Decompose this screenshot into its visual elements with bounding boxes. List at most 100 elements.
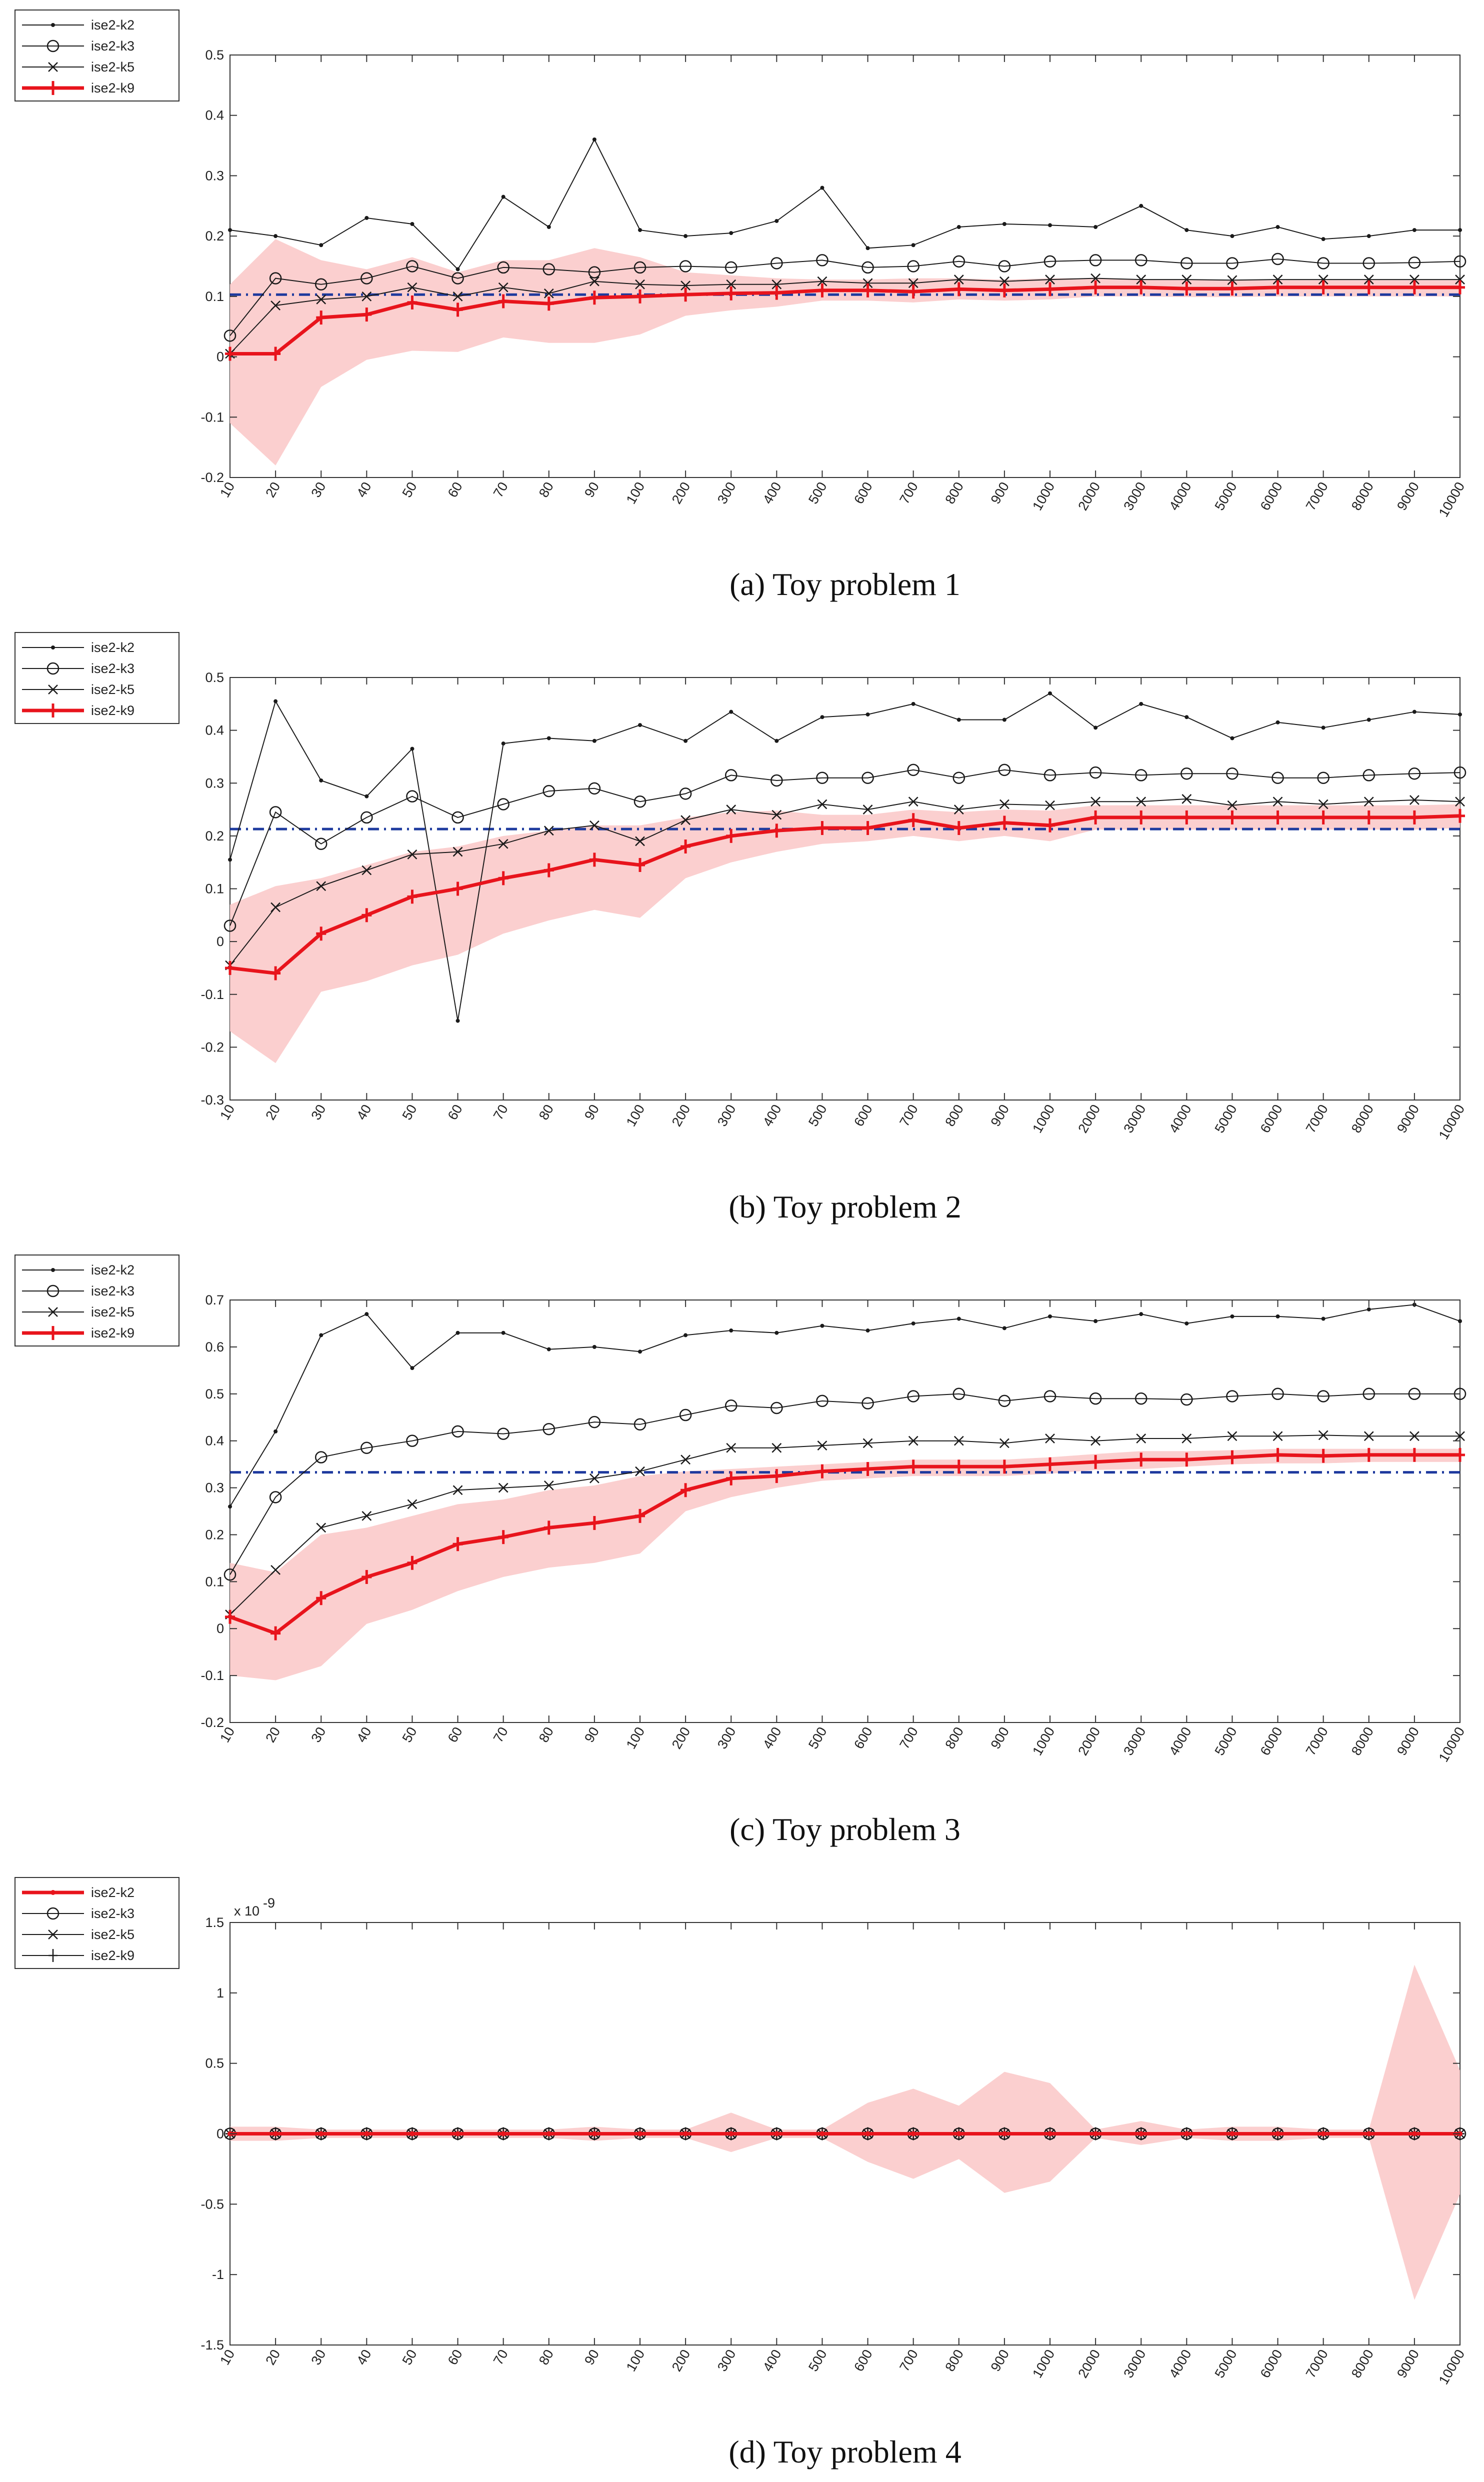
data-point <box>1226 1390 1238 1402</box>
series-ise2-k9 <box>225 1448 1465 1640</box>
data-point <box>1408 767 1421 780</box>
x-tick-label: 90 <box>582 1102 602 1122</box>
legend-entry: ise2-k2 <box>22 640 134 655</box>
series-line <box>230 1434 1460 1615</box>
data-point <box>544 1480 554 1490</box>
x-tick-label: 5000 <box>1212 1102 1240 1136</box>
data-point <box>1272 1448 1283 1462</box>
data-point <box>684 1333 688 1338</box>
data-point <box>270 966 281 980</box>
data-point <box>1455 808 1465 823</box>
x-tick-label: 90 <box>582 480 602 500</box>
legend-marker <box>48 1326 58 1340</box>
y-tick-label: 0 <box>216 934 224 949</box>
marker-stroke <box>1136 796 1146 807</box>
legend-entry: ise2-k5 <box>22 60 134 74</box>
x-tick-label: 800 <box>942 1102 966 1129</box>
x-tick-label: 9000 <box>1394 2347 1422 2380</box>
data-point <box>544 863 554 878</box>
data-point <box>998 1394 1011 1408</box>
y-tick-label: 0.5 <box>205 48 224 62</box>
data-point <box>228 228 232 232</box>
data-point <box>362 865 372 876</box>
data-point <box>1136 1434 1146 1444</box>
data-point <box>680 1454 690 1465</box>
y-tick-label: 0.3 <box>205 1480 224 1496</box>
exponent-power: -9 <box>263 1896 275 1910</box>
y-tick-label: -0.2 <box>200 470 224 485</box>
data-point <box>954 282 964 296</box>
data-point <box>1318 799 1328 810</box>
data-point <box>1458 1319 1462 1324</box>
data-point <box>452 811 464 824</box>
data-point <box>316 1522 326 1533</box>
data-point <box>774 1330 779 1335</box>
data-point <box>1227 800 1238 810</box>
marker-stroke <box>1090 796 1100 807</box>
legend-marker <box>48 1930 58 1940</box>
x-tick-label: 500 <box>806 1724 830 1752</box>
x-tick-label: 40 <box>354 1102 374 1122</box>
data-point <box>1408 1388 1421 1400</box>
y-tick-label: -1.5 <box>200 2338 224 2352</box>
data-point <box>820 1324 824 1328</box>
data-point <box>1272 252 1284 266</box>
y-tick-label: 0.5 <box>205 2056 224 2071</box>
marker-stroke <box>1410 1431 1420 1442</box>
data-point <box>1000 276 1010 286</box>
x-tick-label: 800 <box>942 2347 966 2374</box>
y-tick-label: 0.1 <box>205 1574 224 1589</box>
marker-stroke <box>635 279 645 290</box>
data-point <box>1136 796 1146 807</box>
marker-stroke <box>1318 799 1328 810</box>
data-point <box>407 295 418 310</box>
x-tick-label: 10000 <box>1436 2347 1468 2387</box>
x-tick-label: 100 <box>624 480 648 506</box>
x-tick-label: 900 <box>988 1724 1012 1752</box>
data-point <box>452 846 463 857</box>
y-tick-label: 0.6 <box>205 1340 224 1354</box>
data-point <box>1090 280 1101 294</box>
data-point <box>862 1438 873 1448</box>
data-point <box>544 288 554 298</box>
x-tick-label: 400 <box>760 1724 784 1752</box>
data-point <box>1276 1314 1280 1318</box>
data-point <box>589 290 600 305</box>
data-point <box>452 291 463 302</box>
x-tick-label: 1000 <box>1030 1102 1058 1136</box>
marker-stroke <box>544 1480 554 1490</box>
data-point <box>1182 1434 1192 1444</box>
data-point <box>772 279 782 290</box>
marker-stroke <box>544 826 554 836</box>
marker-stroke <box>1182 794 1192 804</box>
data-point <box>679 260 692 272</box>
data-point <box>410 1366 414 1370</box>
data-point <box>362 291 372 302</box>
legend-marker <box>48 1307 58 1317</box>
data-point <box>542 1422 556 1436</box>
data-point <box>452 882 463 896</box>
data-point <box>410 746 414 751</box>
data-point <box>269 806 282 818</box>
data-point <box>1455 274 1465 284</box>
data-point <box>1045 274 1055 284</box>
data-point <box>907 260 920 272</box>
data-point <box>225 346 235 361</box>
marker-stroke <box>1227 275 1238 286</box>
x-tick-label: 80 <box>536 2347 556 2368</box>
data-point <box>999 283 1010 298</box>
data-point <box>1136 274 1146 284</box>
series-line <box>230 798 1460 966</box>
x-tick-label: 9000 <box>1394 1724 1422 1758</box>
data-point <box>542 263 556 276</box>
data-point <box>998 764 1011 776</box>
data-point <box>588 266 601 278</box>
data-point <box>907 1390 920 1402</box>
data-point <box>497 261 510 274</box>
legend-entry: ise2-k9 <box>22 1326 134 1340</box>
data-point <box>314 1451 328 1464</box>
marker-stroke <box>48 62 58 72</box>
series-line <box>230 1393 1460 1575</box>
x-tick-label: 1000 <box>1030 1724 1058 1758</box>
legend-marker <box>46 40 60 52</box>
